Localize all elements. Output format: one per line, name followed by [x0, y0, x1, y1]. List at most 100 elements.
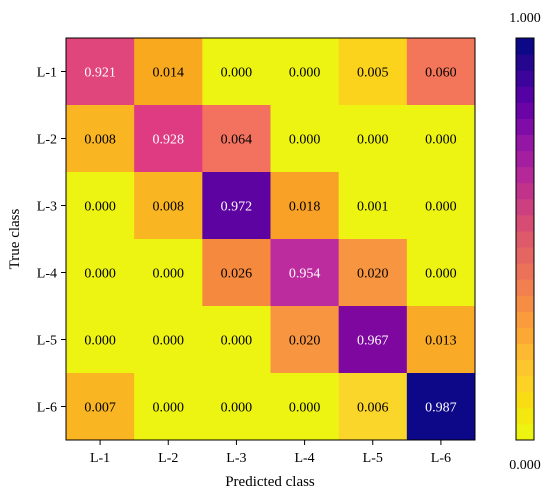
x-tick-label: L-1 — [90, 451, 110, 466]
colorbar-band — [516, 182, 534, 200]
x-axis-ticks: L-1 L-2 L-3 L-4 L-5 L-6 — [90, 440, 451, 466]
cell-value-label: 0.000 — [425, 200, 457, 215]
cell-value-label: 0.921 — [84, 66, 116, 81]
colorbar-band — [516, 198, 534, 216]
heatmap-cell — [66, 172, 135, 240]
colorbar-band — [516, 407, 534, 425]
colorbar-band — [516, 423, 534, 441]
heatmap-cell — [66, 373, 135, 441]
colorbar-band — [516, 279, 534, 296]
heatmap-cell — [406, 172, 476, 240]
cell-value-label: 0.006 — [357, 401, 389, 416]
cell-value-label: 0.020 — [289, 334, 321, 349]
colorbar-band — [516, 118, 534, 135]
heatmap-cell — [338, 373, 408, 441]
colorbar-band — [516, 327, 534, 345]
heatmap-cell — [202, 373, 271, 441]
heatmap-cell — [270, 38, 340, 106]
colorbar-band — [516, 54, 534, 71]
cell-value-label: 0.000 — [153, 267, 185, 282]
y-tick-label: L-5 — [37, 334, 57, 349]
cell-value-label: 0.000 — [221, 334, 253, 349]
cell-value-label: 0.000 — [289, 66, 321, 81]
heatmap-cell — [270, 105, 340, 173]
colorbar-band — [516, 295, 534, 312]
heatmap-cell — [202, 306, 271, 374]
cell-value-label: 0.013 — [425, 334, 457, 349]
heatmap-cell — [270, 239, 340, 307]
colorbar-band — [516, 134, 534, 152]
cell-value-labels: 0.921 0.014 0.000 0.000 0.005 0.060 0.008 0.928… — [84, 66, 456, 416]
cell-value-label: 0.018 — [289, 200, 321, 215]
cell-value-label: 0.007 — [84, 401, 116, 416]
colorbar-band — [516, 150, 534, 168]
heatmap-cell — [134, 373, 203, 441]
cell-value-label: 0.000 — [221, 401, 253, 416]
cell-value-label: 0.000 — [84, 200, 116, 215]
colorbar-band — [516, 214, 534, 232]
y-tick-label: L-4 — [37, 267, 57, 282]
heatmap-cell — [338, 38, 408, 106]
cell-value-label: 0.026 — [221, 267, 253, 282]
cell-value-label: 0.000 — [357, 133, 389, 148]
cell-value-label: 0.008 — [84, 133, 116, 148]
heatmap-cell — [66, 38, 135, 106]
cell-value-label: 0.000 — [425, 267, 457, 282]
cell-value-label: 0.972 — [221, 200, 253, 215]
heatmap-cell — [134, 38, 203, 106]
colorbar-band — [516, 102, 534, 119]
heatmap-cell — [134, 172, 203, 240]
heatmap-cell — [338, 306, 408, 374]
colorbar-band — [516, 70, 534, 87]
y-axis-label: True class — [7, 208, 23, 269]
heatmap-cell — [406, 306, 476, 374]
x-tick-label: L-4 — [294, 451, 314, 466]
cell-value-label: 0.000 — [153, 401, 185, 416]
cell-value-label: 0.060 — [425, 66, 457, 81]
colorbar-band — [516, 230, 534, 248]
cell-value-label: 0.928 — [153, 133, 185, 148]
cell-value-label: 0.064 — [221, 133, 253, 148]
heatmap-cell — [66, 239, 135, 307]
y-axis-ticks: L-1 L-2 L-3 L-4 L-5 L-6 — [37, 66, 66, 416]
heatmap-cell — [406, 105, 476, 173]
y-tick-label: L-6 — [37, 401, 57, 416]
heatmap-cell — [134, 239, 203, 307]
cell-value-label: 0.967 — [357, 334, 389, 349]
heatmap-cell — [66, 306, 135, 374]
heatmap-cell — [270, 306, 340, 374]
colorbar-band — [516, 311, 534, 328]
colorbar-max-label: 1.000 — [509, 11, 541, 26]
x-tick-label: L-2 — [158, 451, 178, 466]
cell-value-label: 0.000 — [289, 133, 321, 148]
colorbar-band — [516, 343, 534, 361]
cell-value-label: 0.014 — [153, 66, 185, 81]
cell-value-label: 0.001 — [357, 200, 389, 215]
x-tick-label: L-3 — [226, 451, 246, 466]
x-tick-label: L-6 — [431, 451, 451, 466]
cell-value-label: 0.987 — [425, 401, 457, 416]
colorbar-band — [516, 38, 534, 55]
cell-value-label: 0.000 — [84, 334, 116, 349]
heatmap-cell — [202, 172, 271, 240]
heatmap-cell — [338, 172, 408, 240]
colorbar-band — [516, 166, 534, 184]
y-tick-label: L-3 — [37, 200, 57, 215]
colorbar-band — [516, 391, 534, 409]
heatmap-cell — [202, 239, 271, 307]
heatmap-cell — [406, 373, 476, 441]
heatmap-cell — [270, 172, 340, 240]
cell-value-label: 0.020 — [357, 267, 389, 282]
heatmap-cell — [270, 373, 340, 441]
heatmap-cell — [338, 239, 408, 307]
colorbar-min-label: 0.000 — [509, 458, 541, 473]
y-tick-label: L-2 — [37, 133, 57, 148]
heatmap-cell — [134, 306, 203, 374]
cell-value-label: 0.000 — [153, 334, 185, 349]
x-tick-label: L-5 — [363, 451, 383, 466]
heatmap-cell — [338, 105, 408, 173]
cell-value-label: 0.000 — [289, 401, 321, 416]
colorbar-band — [516, 375, 534, 393]
